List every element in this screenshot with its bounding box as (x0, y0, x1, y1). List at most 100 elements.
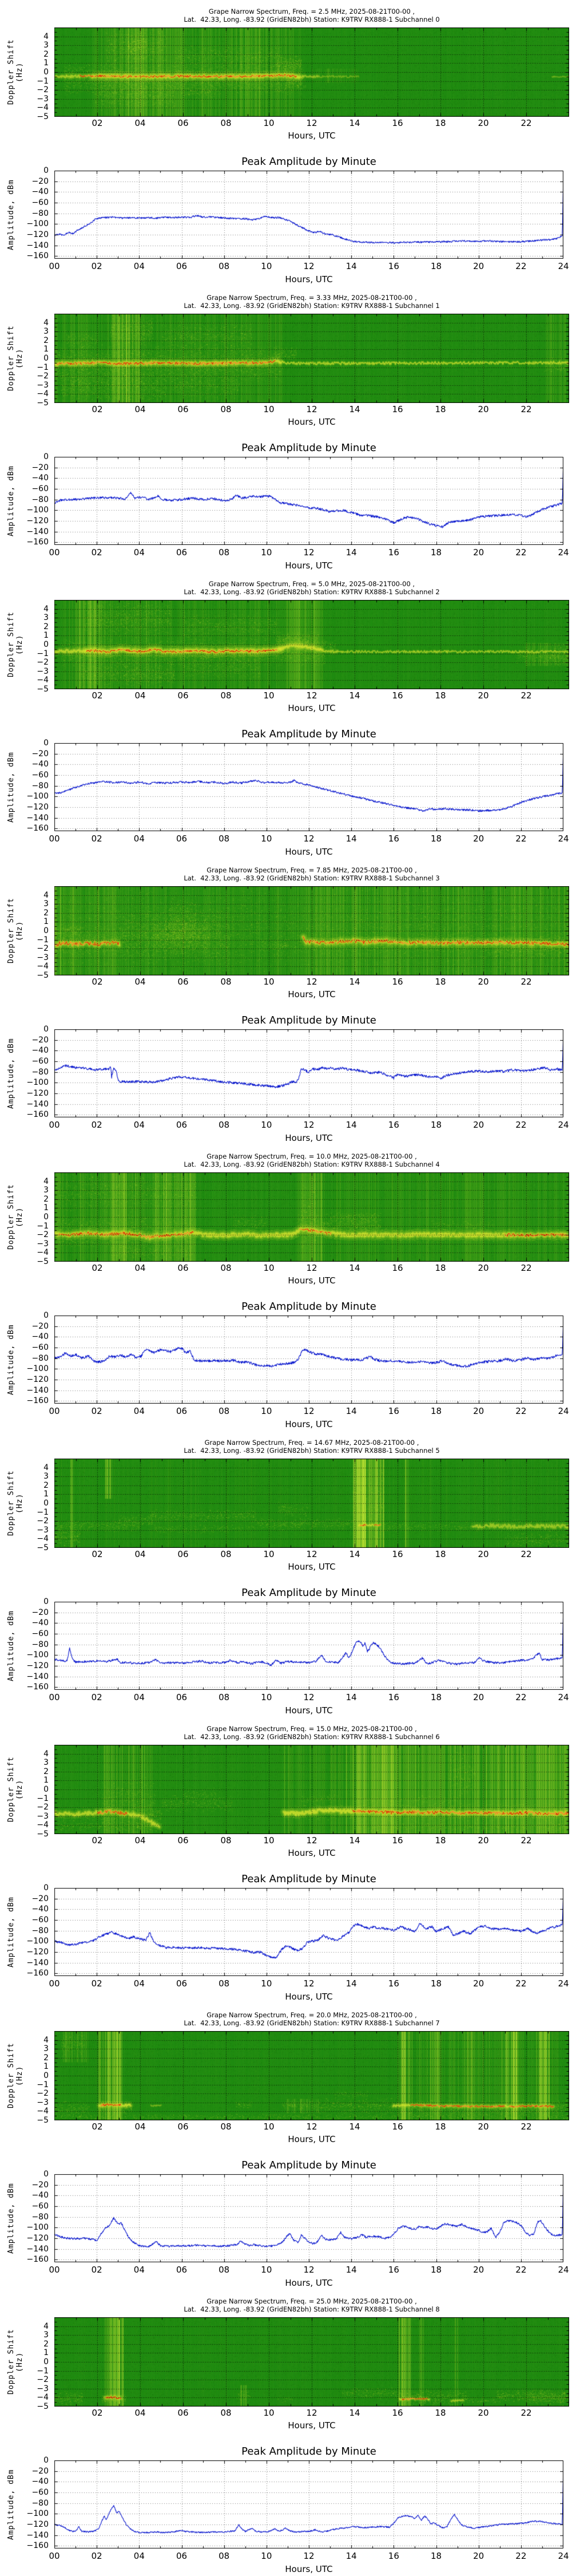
ytick-label: −40 (31, 760, 49, 769)
xtick-label: 14 (349, 2408, 360, 2418)
xtick-label: 16 (388, 833, 399, 844)
xtick-label: 12 (303, 261, 315, 271)
ytick-label: −1 (37, 1221, 49, 1231)
ytick-label: 3 (43, 2330, 49, 2340)
xtick-label: 22 (515, 547, 527, 558)
xtick-label: 04 (133, 2265, 145, 2275)
ytick-label: −160 (26, 1682, 49, 1692)
xtick-label: 10 (261, 547, 272, 558)
xtick-label: 10 (263, 118, 275, 128)
ytick-label: −4 (37, 962, 49, 971)
spectrum-block: Grape Narrow Spectrum, Freq. = 7.85 MHz,… (0, 859, 572, 1145)
xtick-label: 16 (388, 2265, 399, 2275)
ytick-label: −140 (26, 1385, 49, 1395)
xtick-label: 02 (91, 1978, 102, 1989)
xtick-label: 04 (134, 1835, 146, 1846)
ytick-label: −3 (37, 1811, 49, 1821)
spectrogram-plot (54, 2317, 569, 2407)
xtick-label: 24 (558, 2265, 569, 2275)
xtick-label: 12 (306, 1549, 317, 1559)
xtick-label: 20 (478, 1263, 489, 1273)
xtick-label: 12 (303, 1978, 315, 1989)
ytick-label: −60 (31, 1915, 49, 1925)
spectrogram-title-line1: Grape Narrow Spectrum, Freq. = 3.33 MHz,… (206, 294, 417, 302)
xtick-label: 16 (388, 261, 399, 271)
ytick-label: −80 (31, 208, 49, 218)
ytick-label: −100 (26, 219, 49, 229)
ytick-label: 0 (43, 1311, 49, 1320)
ytick-label: 2 (43, 49, 49, 59)
xtick-label: 14 (349, 1263, 360, 1273)
xtick-label: 08 (220, 1263, 232, 1273)
xtick-label: 02 (91, 547, 102, 558)
amplitude-plot (54, 2174, 563, 2262)
ytick-label: 3 (43, 327, 49, 337)
ytick-label: −5 (37, 398, 49, 408)
xtick-label: 04 (134, 2121, 146, 2132)
ytick-label: −140 (26, 813, 49, 823)
xtick-label: 12 (306, 404, 317, 414)
xtick-label: 18 (435, 2121, 446, 2132)
spectrogram-title-line2: Lat. 42.33, Long. -83.92 (GridEN82bh) St… (184, 1733, 440, 1741)
xtick-label: 10 (263, 404, 275, 414)
xtick-label: 10 (263, 2408, 275, 2418)
xtick-label: 20 (478, 404, 489, 414)
xtick-label: 22 (521, 118, 532, 128)
xtick-label: 08 (219, 261, 230, 271)
xtick-label: 06 (176, 1978, 188, 1989)
xtick-label: 12 (303, 1692, 315, 1702)
xtick-label: 04 (133, 1978, 145, 1989)
ytick-label: −140 (26, 1958, 49, 1967)
xtick-label: 02 (92, 2408, 103, 2418)
xtick-label: 24 (558, 1120, 569, 1130)
ytick-label: −140 (26, 2244, 49, 2254)
xtick-label: 20 (473, 2551, 484, 2561)
ytick-label: −40 (31, 1905, 49, 1914)
spectrogram-x-axis: 02 04 06 08 10 12 14 16 18 20 22 (54, 1263, 569, 1273)
amplitude-plot (54, 2460, 563, 2549)
xtick-label: 10 (261, 1120, 272, 1130)
ytick-label: −80 (31, 495, 49, 504)
ytick-label: −5 (37, 685, 49, 694)
ytick-label: 4 (43, 604, 49, 614)
xtick-label: 16 (388, 1978, 399, 1989)
spectrogram-x-axis: 02 04 06 08 10 12 14 16 18 20 22 (54, 2408, 569, 2418)
amplitude-title: Peak Amplitude by Minute (241, 2159, 376, 2171)
xtick-label: 14 (345, 833, 357, 844)
xtick-label: 02 (92, 977, 103, 987)
spectrum-block: Grape Narrow Spectrum, Freq. = 25.0 MHz,… (0, 2290, 572, 2576)
xtick-label: 18 (435, 404, 446, 414)
spectrogram-title-line1: Grape Narrow Spectrum, Freq. = 7.85 MHz,… (206, 866, 417, 874)
ytick-label: −4 (37, 1820, 49, 1830)
ytick-label: 2 (43, 908, 49, 918)
xtick-label: 14 (345, 1692, 357, 1702)
xtick-label: 08 (219, 1978, 230, 1989)
spectrogram-plot (54, 1459, 569, 1548)
ytick-label: 3 (43, 2044, 49, 2054)
spectrogram-x-axis: 02 04 06 08 10 12 14 16 18 20 22 (54, 1835, 569, 1846)
xtick-label: 08 (220, 1835, 232, 1846)
amplitude-x-axis: 00 02 04 06 08 10 12 14 16 18 20 22 24 (49, 2265, 569, 2275)
xtick-label: 04 (133, 547, 145, 558)
ytick-label: −140 (26, 240, 49, 250)
spectrogram-x-axis: 02 04 06 08 10 12 14 16 18 20 22 (54, 2121, 569, 2132)
xtick-label: 16 (388, 2551, 399, 2561)
ytick-label: −120 (26, 230, 49, 239)
xtick-label: 12 (303, 1406, 315, 1416)
ytick-label: −60 (31, 1057, 49, 1066)
xtick-label: 16 (388, 1120, 399, 1130)
ytick-label: −100 (26, 1364, 49, 1374)
ytick-label: −140 (26, 527, 49, 536)
ytick-label: −100 (26, 2509, 49, 2519)
xtick-label: 18 (430, 547, 442, 558)
ytick-label: −2 (37, 85, 49, 95)
ytick-label: 3 (43, 899, 49, 909)
amplitude-y-axis: 0 −20 −40 −60 −80 −100 −120 −140 −160 (0, 452, 51, 547)
ytick-label: −3 (37, 953, 49, 962)
amplitude-plot (54, 1029, 563, 1117)
ytick-label: −80 (31, 1353, 49, 1363)
spectrogram-plot (54, 2031, 569, 2120)
ytick-label: 0 (43, 2357, 49, 2366)
xtick-label: 00 (49, 261, 60, 271)
xtick-label: 08 (219, 2551, 230, 2561)
